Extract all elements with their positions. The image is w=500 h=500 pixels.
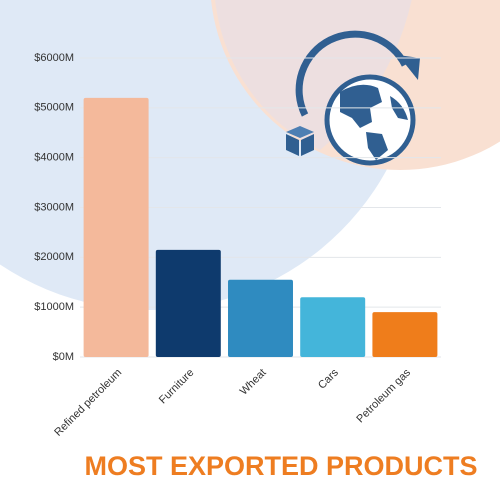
y-tick-label: $5000M [34, 102, 74, 114]
cube-top [286, 126, 314, 138]
bar [300, 297, 366, 357]
x-tick-label: Furniture [157, 367, 197, 407]
y-tick-label: $2000M [34, 251, 74, 263]
continent [340, 84, 382, 128]
x-tick-label: Petroleum gas [354, 366, 413, 425]
cube-right [301, 134, 314, 156]
arrow-arc [295, 30, 409, 117]
bar [372, 312, 438, 357]
chart-title: MOST EXPORTED PRODUCTS [84, 451, 477, 481]
bar [83, 97, 149, 357]
bar [228, 279, 293, 357]
y-tick-label: $6000M [34, 52, 74, 64]
x-tick-label: Wheat [238, 367, 269, 398]
cube-left [286, 134, 299, 156]
globe-icon [286, 30, 420, 166]
arrow-head [398, 55, 420, 80]
y-tick-label: $0M [53, 351, 74, 363]
x-tick-label: Cars [316, 366, 341, 391]
background [0, 0, 500, 310]
bar [155, 249, 221, 357]
y-tick-label: $4000M [34, 152, 74, 164]
y-tick-label: $3000M [34, 201, 74, 213]
continent [366, 132, 388, 160]
x-tick-label: Refined petroleum [52, 367, 124, 439]
y-tick-label: $1000M [34, 301, 74, 313]
